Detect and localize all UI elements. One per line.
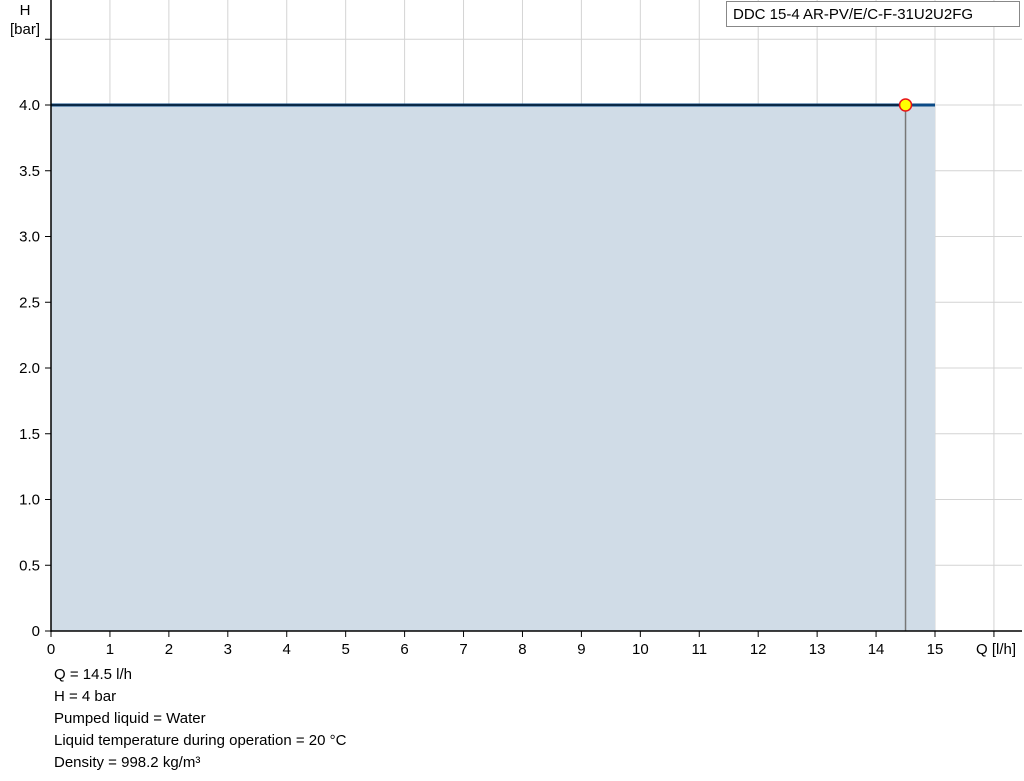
y-tick-label: 1.0	[19, 492, 40, 509]
x-tick-label: 14	[868, 641, 885, 658]
y-tick-label: 3.5	[19, 163, 40, 180]
x-tick-label: 0	[47, 641, 55, 658]
y-tick-label: 2.5	[19, 294, 40, 311]
x-tick-label: 1	[106, 641, 114, 658]
legend-series-label: DDC 15-4 AR-PV/E/C-F-31U2U2FG	[726, 1, 1020, 27]
x-tick-label: 8	[518, 641, 526, 658]
y-tick-label: 0	[32, 623, 40, 640]
y-axis-label-unit: [bar]	[10, 21, 40, 38]
info-density: Density = 998.2 kg/m³	[54, 754, 201, 771]
y-tick-label: 3.0	[19, 229, 40, 246]
x-tick-label: 4	[283, 641, 291, 658]
info-head: H = 4 bar	[54, 688, 117, 705]
operating-info: Q = 14.5 l/h H = 4 bar Pumped liquid = W…	[54, 664, 346, 774]
x-tick-label: 10	[632, 641, 649, 658]
x-tick-label: 9	[577, 641, 585, 658]
y-tick-label: 0.5	[19, 557, 40, 574]
x-tick-label: 2	[165, 641, 173, 658]
info-liquid: Pumped liquid = Water	[54, 710, 206, 727]
x-tick-label: 12	[750, 641, 767, 658]
x-axis-label: Q [l/h]	[976, 641, 1016, 658]
x-tick-label: 7	[459, 641, 467, 658]
x-tick-label: 13	[809, 641, 826, 658]
info-temperature: Liquid temperature during operation = 20…	[54, 732, 347, 749]
x-tick-label: 3	[224, 641, 232, 658]
operating-point-marker	[898, 98, 913, 112]
y-axis-label-name: H	[20, 2, 31, 19]
x-tick-label: 5	[341, 641, 349, 658]
x-tick-label: 11	[691, 641, 707, 658]
y-tick-label: 4.0	[19, 97, 40, 114]
x-tick-label: 6	[400, 641, 408, 658]
curve-area	[51, 105, 935, 631]
y-tick-label: 2.0	[19, 360, 40, 377]
y-tick-label: 1.5	[19, 426, 40, 443]
x-tick-label: 15	[927, 641, 944, 658]
info-flow: Q = 14.5 l/h	[54, 666, 132, 683]
